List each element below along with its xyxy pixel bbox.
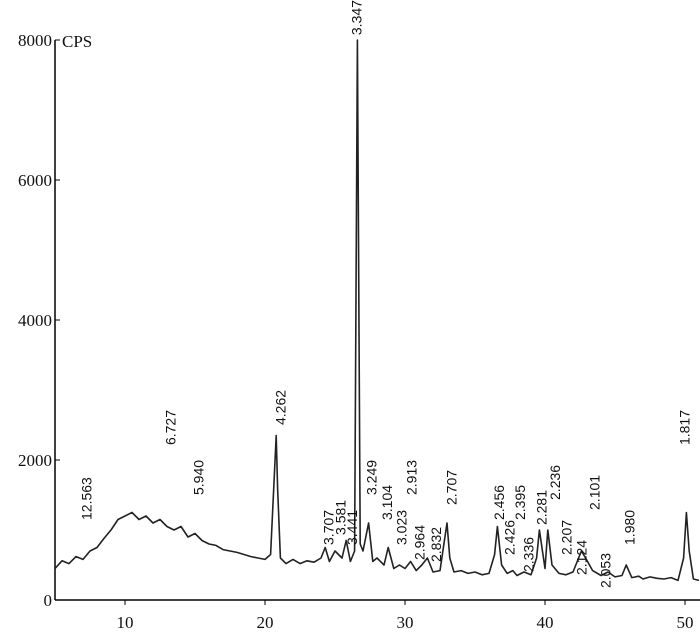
- peak-label: 3.023: [394, 510, 410, 545]
- peak-label: 2.101: [587, 475, 603, 510]
- peak-label: 2.395: [512, 485, 528, 520]
- peak-label: 2.336: [521, 537, 537, 572]
- peak-label: 2.207: [559, 520, 575, 555]
- peak-label: 2.832: [428, 527, 444, 562]
- y-tick-label: 2000: [18, 451, 52, 470]
- peak-label: 1.980: [622, 510, 638, 545]
- y-tick-label: 4000: [18, 311, 52, 330]
- peak-label: 2.456: [491, 485, 507, 520]
- y-tick-label: 8000: [18, 31, 52, 50]
- peak-label: 4.262: [273, 390, 289, 425]
- peak-label: 3.347: [349, 0, 365, 35]
- peak-label: 3.104: [379, 485, 395, 520]
- peak-label: 2.913: [404, 460, 420, 495]
- peak-label: 3.249: [364, 460, 380, 495]
- peak-label: 1.817: [677, 410, 693, 445]
- peak-label: 2.053: [598, 553, 614, 588]
- peak-label: 12.563: [79, 477, 95, 520]
- y-tick-label: 0: [44, 591, 53, 610]
- x-tick-label: 20: [257, 613, 274, 632]
- peak-label: 2.707: [444, 470, 460, 505]
- peak-label: 3.707: [321, 510, 337, 545]
- peak-label: 2.426: [502, 520, 518, 555]
- x-tick-label: 40: [537, 613, 554, 632]
- peak-label: 3.441: [344, 510, 360, 545]
- peak-label: 2.281: [534, 490, 550, 525]
- peak-label: 6.727: [163, 410, 179, 445]
- peak-label: 5.940: [191, 460, 207, 495]
- x-tick-label: 30: [397, 613, 414, 632]
- x-tick-label: 50: [677, 613, 694, 632]
- y-tick-label: 6000: [18, 171, 52, 190]
- peak-label: 2.236: [547, 465, 563, 500]
- peak-label: 2.964: [412, 525, 428, 560]
- peak-label: 3.581: [333, 500, 349, 535]
- y-axis-label: CPS: [62, 32, 92, 51]
- peak-label: 2.124: [574, 540, 590, 575]
- x-tick-label: 10: [117, 613, 134, 632]
- xrd-line: [54, 39, 700, 582]
